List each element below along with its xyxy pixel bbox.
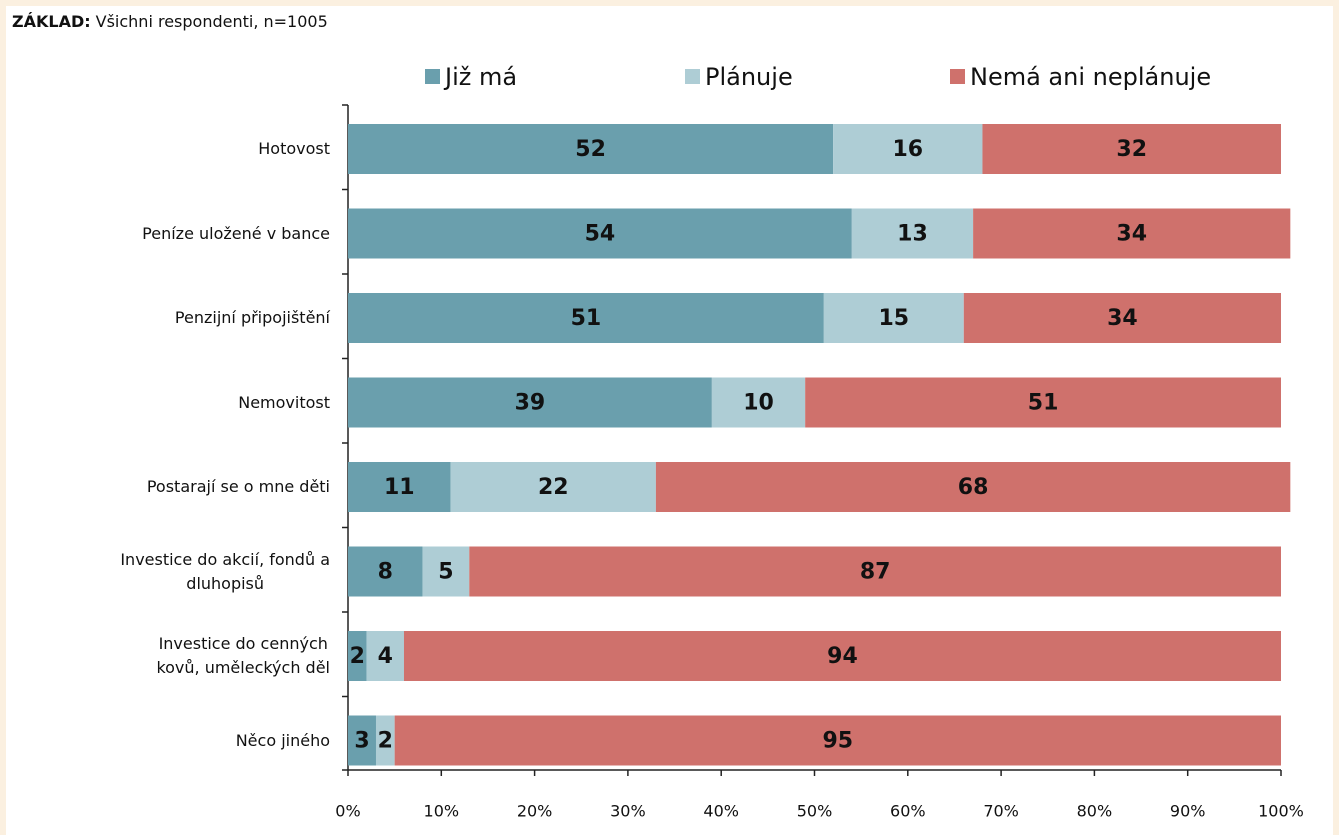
bar-segment	[348, 462, 451, 512]
value-label: 34	[1116, 222, 1147, 247]
legend-swatch	[425, 69, 440, 84]
bar-segment	[982, 124, 1281, 174]
x-tick-label: 40%	[703, 802, 739, 821]
bar-segment	[655, 462, 1291, 512]
category-text: Postarají se o mne děti	[146, 477, 330, 496]
bar-segment	[469, 546, 1281, 597]
category-label: Postarají se o mne děti	[0, 447, 330, 527]
value-label: 22	[538, 475, 569, 500]
category-label: Něco jiného	[0, 701, 330, 781]
base: ZÁKLAD: Všichni respondenti, n=1005	[12, 12, 328, 31]
bar-segment	[973, 208, 1291, 259]
value-label: 13	[897, 222, 928, 247]
value-label: 39	[515, 391, 546, 416]
x-tick-label: 70%	[983, 802, 1019, 821]
bar-segment	[348, 631, 367, 681]
value-label: 54	[585, 222, 616, 247]
base-label: ZÁKLAD:	[12, 12, 91, 31]
bar-segment	[394, 715, 1281, 766]
category-text: Penzijní připojištění	[174, 308, 330, 327]
value-label: 11	[384, 475, 415, 500]
legend-label: Již má	[443, 63, 517, 91]
category-text: Hotovost	[258, 139, 330, 158]
value-label: 2	[350, 644, 365, 669]
x-tick-label: 50%	[797, 802, 833, 821]
x-tick-label: 10%	[424, 802, 460, 821]
bar-segment	[375, 715, 395, 766]
category-label: Peníze uložené v bance	[0, 194, 330, 274]
bar-segment	[833, 124, 983, 174]
bar-segment	[963, 293, 1281, 343]
value-label: 2	[378, 729, 393, 754]
bar-segment	[805, 377, 1281, 428]
bar-segment	[851, 208, 974, 259]
x-tick-label: 0%	[335, 802, 360, 821]
value-label: 8	[378, 560, 393, 585]
x-tick-label: 100%	[1258, 802, 1304, 821]
value-label: 94	[827, 644, 858, 669]
value-label: 4	[378, 644, 393, 669]
value-label: 51	[1028, 391, 1059, 416]
value-label: 5	[438, 560, 453, 585]
category-text: Investice do cenných kovů, uměleckých dě…	[156, 634, 330, 677]
bar-segment	[823, 293, 964, 343]
value-label: 32	[1116, 137, 1147, 162]
legend-swatch	[950, 69, 965, 84]
x-tick-label: 20%	[517, 802, 553, 821]
category-label: Penzijní připojištění	[0, 278, 330, 358]
value-label: 68	[958, 475, 989, 500]
bar-segment	[348, 293, 824, 343]
value-label: 87	[860, 560, 891, 585]
value-label: 34	[1107, 306, 1138, 331]
bar-segment	[366, 631, 404, 681]
category-text: Peníze uložené v bance	[142, 223, 330, 243]
category-label: Hotovost	[0, 109, 330, 189]
value-label: 10	[743, 391, 774, 416]
value-label: 52	[575, 137, 606, 162]
value-label: 3	[354, 729, 369, 754]
category-text: Investice do akcií, fondů a dluhopisů	[120, 549, 330, 593]
category-label: Investice do cenných kovů, uměleckých dě…	[0, 616, 330, 696]
value-label: 51	[571, 306, 602, 331]
category-label: Investice do akcií, fondů a dluhopisů	[0, 532, 330, 612]
bar-segment	[348, 546, 423, 597]
value-label: 95	[823, 729, 854, 754]
x-tick-label: 90%	[1170, 802, 1206, 821]
value-label: 16	[892, 137, 923, 162]
base-text: Všichni respondenti, n=1005	[96, 12, 328, 31]
bar-segment	[450, 462, 656, 512]
bar-segment	[348, 715, 376, 766]
x-tick-label: 30%	[610, 802, 646, 821]
bar-segment	[403, 631, 1282, 681]
legend-label: Plánuje	[705, 63, 793, 91]
value-label: 15	[878, 306, 909, 331]
legend-swatch	[685, 69, 700, 84]
category-text: Něco jiného	[235, 730, 330, 750]
x-tick-label: 80%	[1077, 802, 1113, 821]
x-tick-label: 60%	[890, 802, 926, 821]
category-label: Nemovitost	[0, 363, 330, 443]
bar-segment	[711, 377, 806, 428]
bar-segment	[348, 124, 834, 174]
bar-segment	[422, 546, 470, 597]
bar-segment	[348, 208, 852, 259]
category-text: Nemovitost	[238, 392, 330, 412]
legend-label: Nemá ani neplánuje	[970, 63, 1211, 91]
bar-segment	[348, 377, 712, 428]
